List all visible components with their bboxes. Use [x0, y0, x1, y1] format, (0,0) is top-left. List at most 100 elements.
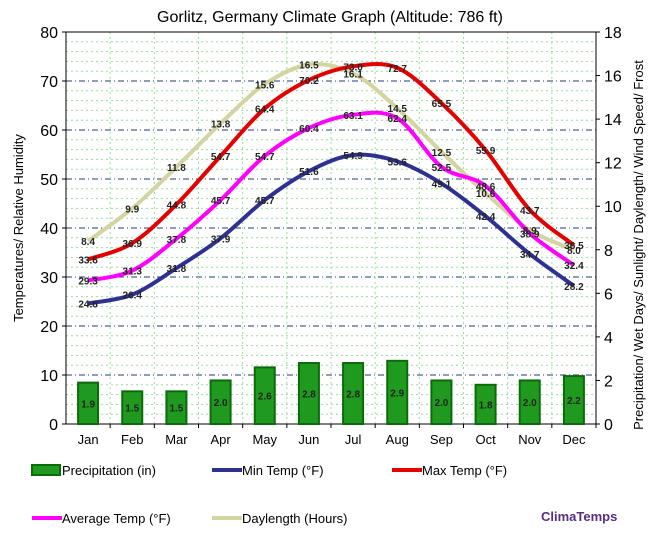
max-temp-line [87, 61, 576, 262]
y-right-tick-label: 18 [604, 25, 622, 42]
x-tick-label: Jun [298, 432, 319, 447]
bar-value-label: 1.8 [479, 400, 493, 411]
max-temp-value-label: 43.7 [520, 206, 540, 217]
daylength-value-label: 16.1 [343, 69, 363, 80]
daylength-value-label: 11.8 [167, 163, 186, 174]
max-temp-value-label: 55.9 [476, 146, 496, 157]
bar-value-label: 1.9 [81, 399, 95, 410]
average-temp-value-label: 54.7 [255, 152, 275, 163]
daylength-value-label: 8.4 [81, 237, 95, 248]
chart-title: Gorlitz, Germany Climate Graph (Altitude… [157, 9, 503, 26]
y-right-tick-label: 2 [604, 373, 613, 390]
bar-value-label: 2.9 [390, 388, 404, 399]
x-tick-label: Oct [475, 432, 496, 447]
daylength-value-label: 14.5 [388, 104, 408, 115]
x-tick-label: Aug [386, 432, 409, 447]
precipitation-bar [209, 379, 232, 426]
bar-value-label: 2.8 [302, 390, 316, 401]
precipitation-bar [342, 362, 365, 425]
min-temp-value-label: 49.1 [432, 179, 452, 190]
legend: Precipitation (in) Min Temp (°F) Max Temp … [31, 463, 507, 526]
x-tick-label: Jul [345, 432, 362, 447]
min-temp-value-label: 45.7 [255, 196, 275, 207]
daylength-value-label: 9.9 [125, 204, 139, 215]
y-right-tick-label: 14 [604, 112, 622, 129]
y-axis-right-label: Precipitation/ Wet Days/ Sunlight/ Dayle… [631, 60, 646, 430]
precipitation-bar [474, 383, 497, 425]
bar-value-label: 2.0 [434, 398, 448, 409]
y-left-tick-label: 60 [40, 123, 58, 140]
bar-value-label: 2.2 [567, 396, 581, 407]
average-temp-value-label: 38.9 [520, 229, 540, 240]
precipitation-bar [562, 375, 585, 426]
x-tick-label: Mar [165, 432, 188, 447]
daylength-value-label: 13.8 [211, 119, 231, 130]
legend-label-min-temp-f: Min Temp (°F) [242, 463, 324, 478]
average-temp-value-label: 60.4 [299, 124, 319, 135]
x-tick-label: Sep [430, 432, 453, 447]
average-temp-value-label: 37.8 [167, 235, 187, 246]
min-temp-value-label: 31.8 [167, 264, 187, 275]
y-right-tick-label: 10 [604, 199, 622, 216]
y-right-tick-label: 8 [604, 243, 613, 260]
precipitation-bars [77, 359, 585, 426]
min-temp-value-label: 53.6 [388, 157, 408, 168]
x-tick-label: Feb [121, 432, 143, 447]
precipitation-bar [386, 359, 409, 426]
max-temp-value-label: 44.8 [167, 200, 187, 211]
brand-logo: ClimaTemps [541, 509, 617, 524]
average-temp-value-label: 31.3 [123, 267, 143, 278]
min-temp-value-label: 26.4 [123, 291, 143, 302]
axes: 0 10 20 30 40 50 60 70 80 0 2 4 6 8 10 12 14 16 18 Jan Feb Ma… [40, 25, 622, 447]
precipitation-bar [165, 390, 188, 426]
y-left-tick-label: 70 [40, 74, 58, 91]
max-temp-value-label: 36.5 [564, 241, 584, 252]
daylength-value-label: 15.6 [255, 80, 275, 91]
average-temp-value-label: 62.4 [388, 114, 408, 125]
max-temp-value-label: 54.7 [211, 152, 231, 163]
average-temp-value-label: 45.7 [211, 196, 231, 207]
daylength-value-label: 8.9 [523, 226, 537, 237]
min-temp-value-label: 51.6 [299, 167, 319, 178]
min-temp-value-label: 54.9 [343, 151, 363, 162]
y-axis-left-label: Temperatures/ Relative Humidity [11, 134, 26, 322]
bar-value-label: 2.6 [258, 392, 272, 403]
min-temp-value-label: 42.4 [476, 212, 496, 223]
x-tick-label: Nov [518, 432, 542, 447]
bar-value-label: 2.8 [346, 390, 360, 401]
max-temp-value-label: 65.5 [432, 99, 452, 110]
daylength-value-label: 16.5 [299, 61, 319, 72]
min-temp-value-label: 34.7 [520, 250, 540, 261]
average-temp-line [87, 110, 576, 283]
legend-label-daylength-hours: Daylength (Hours) [242, 511, 348, 526]
bar-value-label: 1.5 [169, 404, 183, 415]
gridlines [66, 32, 596, 424]
precipitation-bar [518, 379, 541, 426]
legend-label-average-temp-f: Average Temp (°F) [62, 511, 171, 526]
y-right-tick-label: 4 [604, 330, 613, 347]
precipitation-bar [297, 362, 320, 425]
y-left-tick-label: 0 [49, 417, 58, 434]
x-tick-label: Dec [562, 432, 586, 447]
bar-value-label: 2.0 [523, 398, 537, 409]
data-labels: 1.9 1.5 1.5 2.0 2.6 2.8 2.8 2.9 2.0 1.8 2.0 2.2 8.4 9… [78, 61, 584, 415]
x-tick-label: Apr [210, 432, 231, 447]
bar-value-label: 2.0 [214, 398, 228, 409]
daylength-value-label: 10.6 [476, 189, 496, 200]
y-left-tick-label: 80 [40, 25, 58, 42]
y-right-tick-label: 6 [604, 286, 613, 303]
average-temp-value-label: 52.5 [432, 163, 452, 174]
average-temp-value-label: 63.1 [343, 111, 363, 122]
min-temp-value-label: 37.9 [211, 234, 231, 245]
daylength-line [86, 62, 575, 252]
min-temp-value-label: 28.2 [564, 282, 584, 293]
y-left-tick-label: 10 [40, 368, 58, 385]
y-right-tick-label: 12 [604, 156, 622, 173]
temperature-lines [86, 61, 576, 306]
y-left-tick-label: 40 [40, 221, 58, 238]
max-temp-value-label: 73.0 [343, 62, 363, 73]
x-tick-label: May [252, 432, 277, 447]
legend-label-max-temp-f: Max Temp (°F) [422, 463, 507, 478]
max-temp-value-label: 70.2 [299, 76, 319, 87]
